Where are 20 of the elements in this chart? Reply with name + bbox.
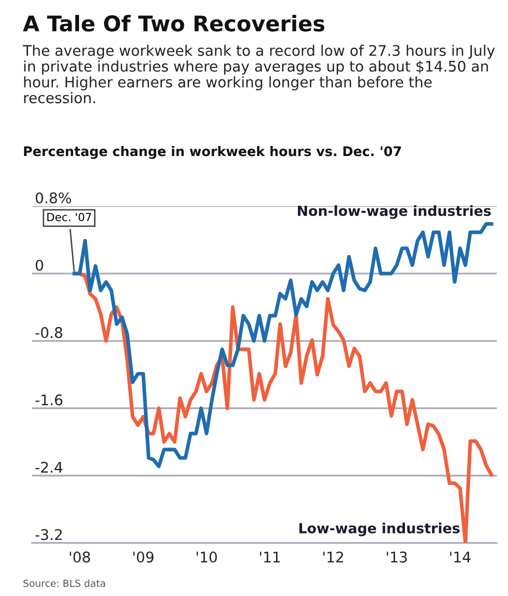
y-axis-title: Percentage change in workweek hours vs. Dec. '07 <box>24 146 401 159</box>
y-tick-label: -3.2 <box>35 529 62 540</box>
annotation: Dec. '07 <box>47 212 92 222</box>
x-tick-label: '14 <box>450 552 471 562</box>
x-tick-label: '10 <box>196 552 217 563</box>
series-label: Non-low-wage industries <box>298 205 491 219</box>
source-note: Source: BLS data <box>24 579 105 587</box>
x-tick-label: '09 <box>133 552 154 563</box>
x-tick-label: '12 <box>323 552 344 562</box>
y-tick-label: -0.8 <box>35 327 62 338</box>
chart-subtitle: The average workweek sank to a record low of 27.3 hours in July in private industries where pay averages up to about $14.50 an hour. Higher earners are working longer than before the recession. <box>22 44 495 104</box>
y-tick-label: 0 <box>36 260 44 271</box>
chart-title: A Tale Of Two Recoveries <box>22 14 324 32</box>
x-tick-label: '08 <box>70 552 90 563</box>
y-tick-label: -1.6 <box>35 394 62 406</box>
series-label: Low-wage industries <box>299 522 460 536</box>
y-tick-label: -2.4 <box>35 462 62 473</box>
x-tick-label: '13 <box>386 552 407 563</box>
x-tick-label: '11 <box>260 552 280 562</box>
y-tick-label: 0.8% <box>36 192 72 204</box>
